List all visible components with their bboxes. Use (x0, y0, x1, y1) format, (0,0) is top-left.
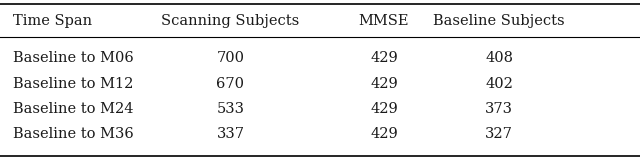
Text: Time Span: Time Span (13, 14, 92, 28)
Text: Scanning Subjects: Scanning Subjects (161, 14, 300, 28)
Text: 402: 402 (485, 77, 513, 91)
Text: Baseline to M06: Baseline to M06 (13, 51, 134, 65)
Text: 429: 429 (370, 127, 398, 141)
Text: MMSE: MMSE (359, 14, 409, 28)
Text: Baseline to M12: Baseline to M12 (13, 77, 133, 91)
Text: 429: 429 (370, 102, 398, 116)
Text: 429: 429 (370, 77, 398, 91)
Text: 327: 327 (485, 127, 513, 141)
Text: 429: 429 (370, 51, 398, 65)
Text: Baseline Subjects: Baseline Subjects (433, 14, 565, 28)
Text: 533: 533 (216, 102, 244, 116)
Text: 700: 700 (216, 51, 244, 65)
Text: Baseline to M24: Baseline to M24 (13, 102, 133, 116)
Text: 670: 670 (216, 77, 244, 91)
Text: Baseline to M36: Baseline to M36 (13, 127, 134, 141)
Text: 408: 408 (485, 51, 513, 65)
Text: 373: 373 (485, 102, 513, 116)
Text: 337: 337 (216, 127, 244, 141)
